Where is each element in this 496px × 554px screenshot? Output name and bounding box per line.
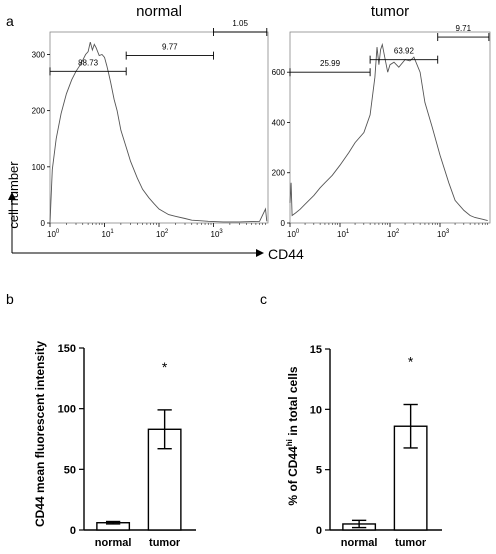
bar-chart-mfi: 0 50 100 150 normal tumor * [58, 343, 196, 549]
y-axis-title-percent-sup: hi [285, 439, 294, 446]
gate-label: 9.77 [162, 43, 178, 52]
x-axis-title-cd44: CD44 [268, 246, 304, 262]
y-tick-label: 10 [310, 404, 322, 416]
y-tick-label: 200 [272, 169, 286, 178]
y-tick-label: 200 [32, 107, 46, 116]
x-tick-label: 102 [156, 229, 169, 239]
bar-chart-percent: 0 5 10 15 normal tumor * [310, 344, 442, 549]
y-tick-label: 100 [32, 163, 46, 172]
x-arrow-head [256, 249, 264, 257]
y-tick-label: 100 [58, 404, 76, 416]
y-tick-label: 15 [310, 344, 322, 356]
gate-label: 9.71 [456, 24, 472, 33]
gate-label: 1.05 [232, 19, 248, 28]
histogram-trace [49, 41, 268, 224]
gate-label: 88.73 [78, 58, 99, 67]
chart-title: normal [136, 3, 182, 20]
y-tick-label: 150 [58, 343, 76, 355]
y-tick-label: 50 [64, 464, 76, 476]
gate-label: 63.92 [394, 47, 415, 56]
category-label: tumor [395, 537, 427, 549]
significance-star: * [162, 359, 168, 375]
y-tick-label: 0 [70, 525, 76, 537]
panel-label-c: c [260, 291, 267, 307]
y-tick-label: 400 [272, 118, 286, 127]
x-tick-label: 103 [211, 229, 224, 239]
y-axis-title-percent: % of CD44hi in total cells [285, 366, 300, 505]
category-label: tumor [149, 537, 181, 549]
x-tick-label: 102 [387, 229, 400, 239]
x-tick-label: 100 [287, 229, 300, 239]
category-label: normal [95, 537, 132, 549]
y-axis-title-cell-number: cell number [6, 161, 21, 229]
y-axis-title-percent-main: % of CD44 [286, 446, 300, 506]
y-arrow-head [8, 192, 16, 200]
y-axis-title-mfi: CD44 mean fluorescent intensity [33, 341, 47, 527]
y-axis-title-percent-tail: in total cells [286, 366, 300, 439]
x-tick-label: 101 [102, 229, 115, 239]
y-tick-label: 300 [32, 50, 46, 59]
significance-star: * [408, 354, 414, 370]
category-label: normal [341, 537, 378, 549]
chart-title: tumor [371, 3, 409, 20]
y-tick-label: 600 [272, 68, 286, 77]
histogram-tumor: tumor 0 200 400 600 100 101 102 103 25.99 63.92 9.7… [272, 3, 491, 239]
histogram-trace [289, 42, 488, 221]
panel-label-a: a [6, 13, 14, 29]
gate-label: 25.99 [320, 59, 341, 68]
y-tick-label: 0 [281, 219, 286, 228]
x-tick-label: 100 [47, 229, 60, 239]
y-tick-label: 0 [41, 219, 46, 228]
x-tick-label: 101 [337, 229, 350, 239]
panel-label-b: b [6, 291, 14, 307]
y-tick-label: 0 [316, 525, 322, 537]
y-tick-label: 5 [316, 465, 322, 477]
x-tick-label: 103 [437, 229, 450, 239]
